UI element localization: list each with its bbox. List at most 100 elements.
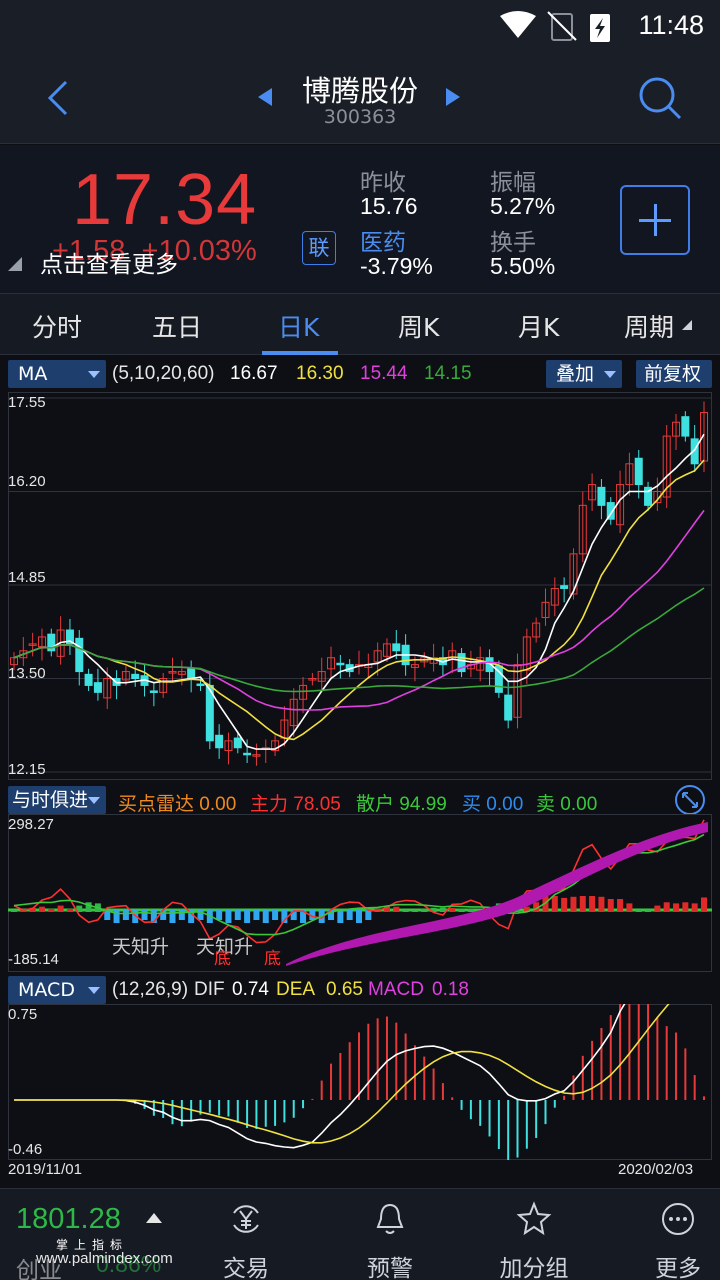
price-change: +1.58 +10.03% <box>52 235 257 268</box>
candle-body <box>252 754 261 757</box>
candle-body <box>187 668 196 680</box>
indicator-bar <box>150 910 157 923</box>
add-watchlist-button[interactable] <box>620 185 690 255</box>
sector-change: -3.79% <box>360 253 433 279</box>
next-stock-icon[interactable] <box>446 88 460 106</box>
ma60-value: 14.15 <box>424 363 472 384</box>
indicator-bar <box>645 910 652 912</box>
macd-params: (12,26,9) <box>112 979 189 1000</box>
candle-body <box>177 671 186 675</box>
link-button[interactable]: 联 <box>302 231 336 265</box>
index-up-icon <box>146 1213 162 1223</box>
more-icon <box>662 1203 694 1235</box>
indicator-bar <box>673 903 680 912</box>
indicator-bar <box>356 910 362 923</box>
price-axis-label: 14.85 <box>8 569 46 586</box>
candle-body <box>317 671 326 682</box>
back-icon[interactable] <box>40 78 80 118</box>
price-axis-label: 17.55 <box>8 394 46 411</box>
kline-chart-frame[interactable] <box>8 392 712 780</box>
macd-label: MACD <box>368 979 424 1000</box>
expand-icon[interactable] <box>674 784 706 816</box>
indicator-bar <box>570 896 577 912</box>
candle-body <box>578 504 587 555</box>
indicator-bar <box>38 906 45 912</box>
indicator-bar <box>430 907 437 912</box>
corner-triangle-icon <box>8 257 22 271</box>
candle-body <box>299 684 308 700</box>
candle-body <box>625 463 634 486</box>
candle-body <box>131 673 140 680</box>
macd-axis-top: 0.75 <box>8 1006 38 1023</box>
nav-trade[interactable]: 交易 <box>196 1189 296 1280</box>
period-tabs: 分时 五日 日K 周K 月K 周期 <box>0 293 720 355</box>
indicator-bar <box>216 910 223 920</box>
candle-body <box>410 664 419 668</box>
indicator-bar <box>197 910 204 920</box>
chevron-down-icon <box>88 371 100 378</box>
candle-body <box>513 664 522 718</box>
overlay-button[interactable]: 叠加 <box>546 360 622 388</box>
candle-body <box>541 601 550 619</box>
macd-chart[interactable] <box>8 1004 712 1160</box>
indicator-bar <box>626 903 633 912</box>
search-icon[interactable] <box>636 74 684 122</box>
overlay-label: 叠加 <box>556 363 595 385</box>
indicator-bar <box>421 908 428 912</box>
candle-body <box>103 678 112 699</box>
indicator-bar <box>66 908 73 912</box>
adjust-button[interactable]: 前复权 <box>636 360 712 388</box>
indicator-item-value: 0.00 <box>199 794 237 815</box>
trend-ribbon <box>286 822 708 966</box>
indicator-chart-frame[interactable] <box>8 814 712 972</box>
tab-monthly-k[interactable]: 月K <box>518 313 560 342</box>
indicator-bar <box>113 910 120 923</box>
kline-chart[interactable] <box>8 392 712 780</box>
ma-params: (5,10,20,60) <box>112 363 215 384</box>
candle-body <box>10 657 18 666</box>
indicator-bar <box>607 899 614 912</box>
ma5-value: 16.67 <box>230 363 278 384</box>
candle-body <box>84 673 93 686</box>
candle-body <box>75 637 84 673</box>
tab-daily-k[interactable]: 日K <box>278 313 320 342</box>
active-tab-indicator <box>262 351 338 355</box>
nav-add-group[interactable]: 加分组 <box>484 1189 584 1280</box>
tab-five-day[interactable]: 五日 <box>152 313 203 342</box>
status-time: 11:48 <box>638 10 704 40</box>
candle-body <box>504 694 513 721</box>
nav-more[interactable]: 更多 <box>628 1189 720 1280</box>
macd-selector[interactable]: MACD <box>8 976 106 1004</box>
tab-intraday[interactable]: 分时 <box>32 313 83 342</box>
indicator-bar <box>701 897 707 912</box>
tap-more-link[interactable]: 点击查看更多 <box>40 252 178 278</box>
nav-add-group-label: 加分组 <box>499 1256 569 1280</box>
indicator-chart[interactable] <box>8 814 712 972</box>
indicator-item-label: 买点雷达 <box>118 794 195 815</box>
indicator-bar <box>104 910 111 920</box>
bottom-nav: 1801.28 创业 0.86% 交易 预警 加分组 更多 <box>0 1188 720 1280</box>
candle-body <box>672 421 681 437</box>
dif-value: 0.74 <box>232 979 269 1000</box>
dea-label: DEA <box>276 979 316 1000</box>
index-value[interactable]: 1801.28 <box>16 1203 121 1235</box>
indicator-selector[interactable]: 与时俱进 <box>8 786 106 814</box>
nav-alert[interactable]: 预警 <box>340 1189 440 1280</box>
candle-body <box>28 643 37 646</box>
indicator-item-value: 78.05 <box>293 794 341 815</box>
sector-label[interactable]: 医药 <box>360 230 406 256</box>
dif-label: DIF <box>194 979 225 1000</box>
index-name: 创业 <box>16 1258 62 1280</box>
indicator-item-value: 94.99 <box>399 794 447 815</box>
tab-period[interactable]: 周期 <box>624 313 675 342</box>
tab-weekly-k[interactable]: 周K <box>398 313 440 342</box>
indicator-bar <box>337 910 344 923</box>
candle-body <box>327 657 336 670</box>
prev-stock-icon[interactable] <box>258 88 272 106</box>
prev-close-label: 昨收 <box>360 170 406 196</box>
indicator-bar <box>48 908 55 912</box>
candle-body <box>392 643 401 652</box>
ma-selector[interactable]: MA <box>8 360 106 388</box>
chevron-down-icon <box>88 987 100 994</box>
macd-chart-frame[interactable] <box>8 1004 712 1160</box>
